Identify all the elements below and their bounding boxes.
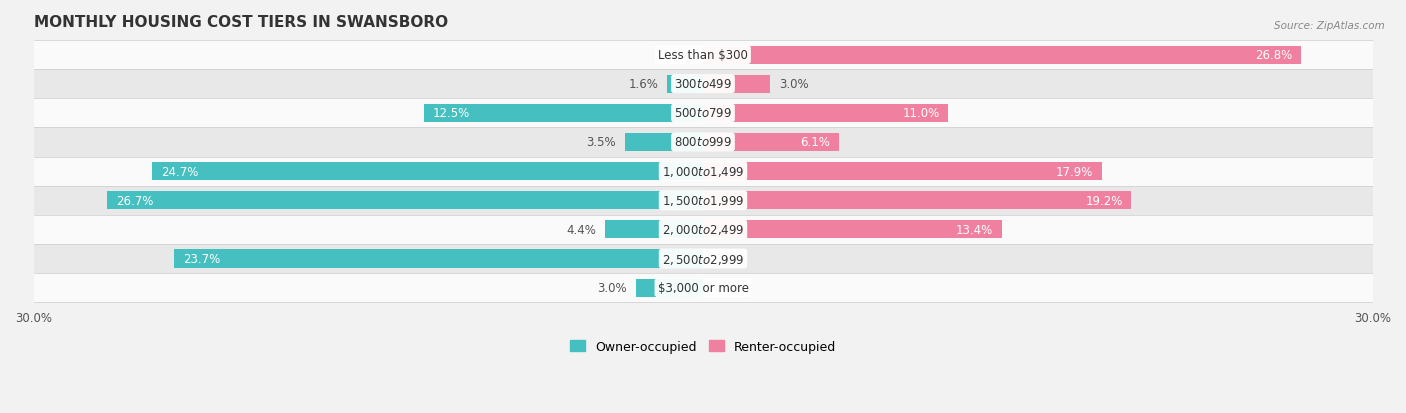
Bar <box>34 128 1372 157</box>
Text: $300 to $499: $300 to $499 <box>673 78 733 91</box>
Bar <box>34 186 1372 215</box>
Text: 6.1%: 6.1% <box>800 136 830 149</box>
Bar <box>703 76 770 93</box>
Text: 26.8%: 26.8% <box>1256 49 1292 62</box>
Text: 0.0%: 0.0% <box>714 252 744 266</box>
Bar <box>668 76 703 93</box>
Text: 26.7%: 26.7% <box>117 194 153 207</box>
Text: 0.0%: 0.0% <box>662 49 692 62</box>
Bar <box>703 221 1002 239</box>
Text: 19.2%: 19.2% <box>1085 194 1122 207</box>
Legend: Owner-occupied, Renter-occupied: Owner-occupied, Renter-occupied <box>565 335 841 358</box>
Bar <box>624 134 703 152</box>
Text: $500 to $799: $500 to $799 <box>673 107 733 120</box>
Text: MONTHLY HOUSING COST TIERS IN SWANSBORO: MONTHLY HOUSING COST TIERS IN SWANSBORO <box>34 15 447 30</box>
Bar <box>34 157 1372 186</box>
Bar <box>605 221 703 239</box>
Text: $1,000 to $1,499: $1,000 to $1,499 <box>662 165 744 179</box>
Bar <box>34 41 1372 70</box>
Text: $2,000 to $2,499: $2,000 to $2,499 <box>662 223 744 237</box>
Text: 13.4%: 13.4% <box>956 223 993 236</box>
Bar <box>34 273 1372 302</box>
Bar <box>34 99 1372 128</box>
Bar <box>34 215 1372 244</box>
Text: 17.9%: 17.9% <box>1056 165 1094 178</box>
Text: $1,500 to $1,999: $1,500 to $1,999 <box>662 194 744 208</box>
Bar <box>152 163 703 181</box>
Bar <box>703 192 1132 210</box>
Text: 3.0%: 3.0% <box>598 282 627 294</box>
Text: 3.0%: 3.0% <box>779 78 808 91</box>
Text: $2,500 to $2,999: $2,500 to $2,999 <box>662 252 744 266</box>
Bar <box>703 46 1301 64</box>
Bar <box>174 250 703 268</box>
Text: 11.0%: 11.0% <box>903 107 939 120</box>
Bar <box>703 163 1102 181</box>
Text: 1.6%: 1.6% <box>628 78 658 91</box>
Text: $800 to $999: $800 to $999 <box>673 136 733 149</box>
Bar <box>425 104 703 123</box>
Text: 23.7%: 23.7% <box>183 252 221 266</box>
Bar <box>34 70 1372 99</box>
Text: 12.5%: 12.5% <box>433 107 470 120</box>
Text: 3.5%: 3.5% <box>586 136 616 149</box>
Bar <box>636 279 703 297</box>
Bar <box>703 134 839 152</box>
Bar <box>703 104 949 123</box>
Text: 0.0%: 0.0% <box>714 282 744 294</box>
Text: 24.7%: 24.7% <box>160 165 198 178</box>
Text: Less than $300: Less than $300 <box>658 49 748 62</box>
Text: $3,000 or more: $3,000 or more <box>658 282 748 294</box>
Text: Source: ZipAtlas.com: Source: ZipAtlas.com <box>1274 21 1385 31</box>
Text: 4.4%: 4.4% <box>567 223 596 236</box>
Bar <box>34 244 1372 273</box>
Bar <box>107 192 703 210</box>
